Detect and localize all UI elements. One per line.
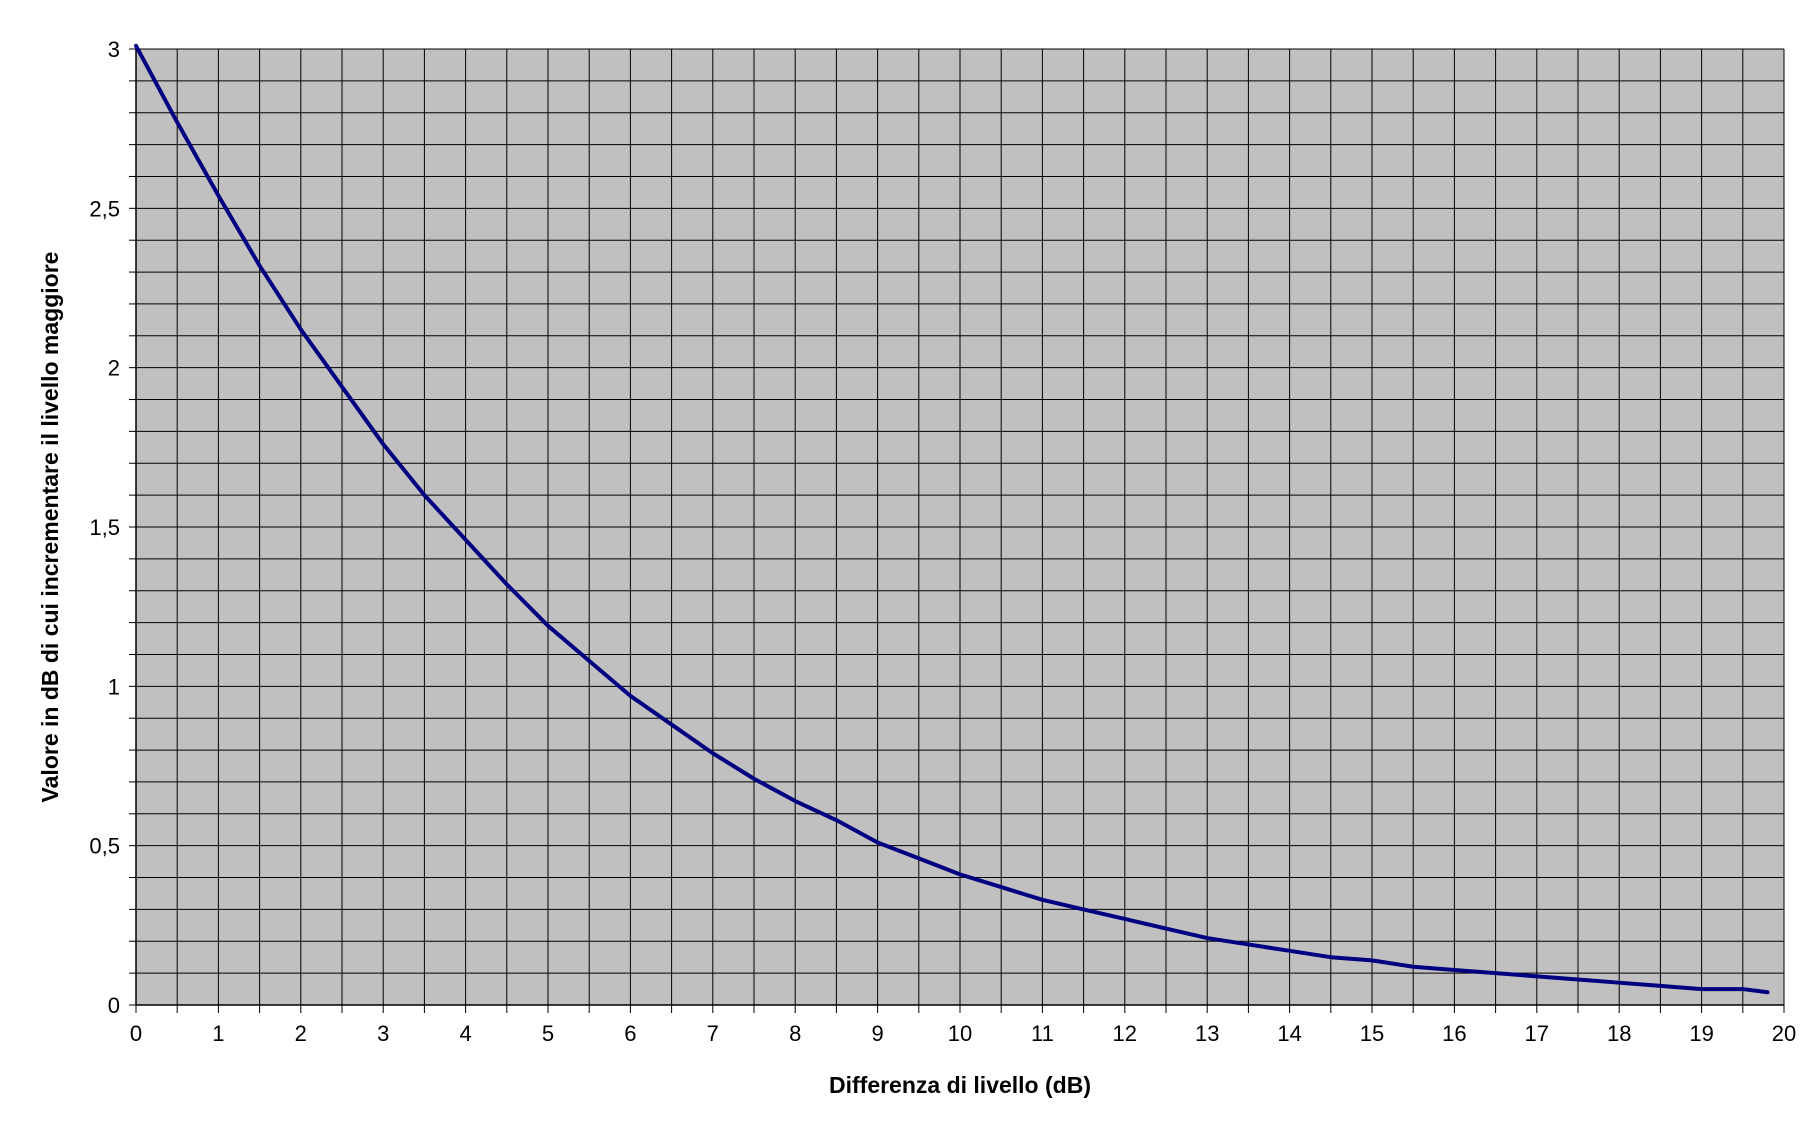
x-tick-label: 17: [1525, 1021, 1549, 1046]
x-tick-label: 10: [948, 1021, 972, 1046]
series-line: [134, 43, 1770, 995]
data-point: [216, 194, 220, 198]
x-tick-label: 18: [1607, 1021, 1631, 1046]
y-tick-label: 2: [108, 356, 120, 381]
data-point: [670, 723, 674, 727]
data-point: [175, 120, 179, 124]
x-tick-label: 13: [1195, 1021, 1219, 1046]
x-tick-label: 3: [377, 1021, 389, 1046]
y-tick-label: 3: [108, 37, 120, 62]
data-point: [1288, 949, 1292, 953]
y-tick-label: 1: [108, 674, 120, 699]
data-point: [1411, 965, 1415, 969]
data-point: [628, 694, 632, 698]
x-tick-labels: 0 1 2 3 4 5 6 7 8 9 10 11 12 13 14 15 16 17 18 19 20: [130, 1021, 1796, 1046]
data-point: [917, 856, 921, 860]
x-tick-label: 8: [789, 1021, 801, 1046]
data-point: [340, 385, 344, 389]
x-tick-label: 5: [542, 1021, 554, 1046]
data-point: [258, 264, 262, 268]
x-tick-label: 15: [1360, 1021, 1384, 1046]
data-point: [1370, 958, 1374, 962]
data-point: [381, 442, 385, 446]
data-point: [793, 799, 797, 803]
data-point: [1494, 971, 1498, 975]
axes: [129, 48, 1785, 1013]
x-tick-label: 6: [624, 1021, 636, 1046]
y-axis-title: Valore in dB di cui incrementare il live…: [37, 252, 63, 803]
data-point: [1741, 987, 1745, 991]
data-point: [876, 840, 880, 844]
y-tick-label: 0,5: [89, 834, 120, 859]
data-point: [1658, 984, 1662, 988]
x-axis-title: Differenza di livello (dB): [829, 1072, 1091, 1098]
data-point: [834, 818, 838, 822]
data-point: [1082, 907, 1086, 911]
x-tick-label: 14: [1277, 1021, 1301, 1046]
data-point: [1576, 978, 1580, 982]
x-tick-label: 7: [707, 1021, 719, 1046]
data-point: [464, 538, 468, 542]
grid: [135, 48, 1785, 1006]
data-point: [958, 872, 962, 876]
x-tick-label: 20: [1772, 1021, 1796, 1046]
x-tick-label: 9: [871, 1021, 883, 1046]
data-point: [587, 659, 591, 663]
y-tick-label: 0: [108, 993, 120, 1018]
data-point: [1329, 955, 1333, 959]
data-point: [1617, 981, 1621, 985]
data-point: [505, 582, 509, 586]
data-point: [1164, 927, 1168, 931]
x-tick-label: 19: [1689, 1021, 1713, 1046]
x-tick-label: 2: [295, 1021, 307, 1046]
data-point: [1123, 917, 1127, 921]
data-point: [1535, 974, 1539, 978]
y-tick-label: 1,5: [89, 515, 120, 540]
x-tick-label: 0: [130, 1021, 142, 1046]
y-tick-label: 2,5: [89, 196, 120, 221]
x-tick-label: 12: [1113, 1021, 1137, 1046]
data-point: [134, 44, 138, 48]
data-point: [1766, 990, 1770, 994]
x-tick-label: 16: [1442, 1021, 1466, 1046]
x-tick-label: 4: [459, 1021, 471, 1046]
x-tick-label: 11: [1031, 1021, 1054, 1046]
data-point: [422, 493, 426, 497]
data-point: [999, 885, 1003, 889]
x-tick-label: 1: [212, 1021, 224, 1046]
data-point: [1452, 968, 1456, 972]
data-point: [1246, 942, 1250, 946]
data-point: [299, 327, 303, 331]
data-point: [711, 751, 715, 755]
y-tick-labels: 0 0,5 1 1,5 2 2,5 3: [89, 37, 120, 1018]
data-point: [752, 777, 756, 781]
data-point: [1205, 936, 1209, 940]
data-point: [546, 624, 550, 628]
data-point: [1040, 898, 1044, 902]
data-point: [1700, 987, 1704, 991]
